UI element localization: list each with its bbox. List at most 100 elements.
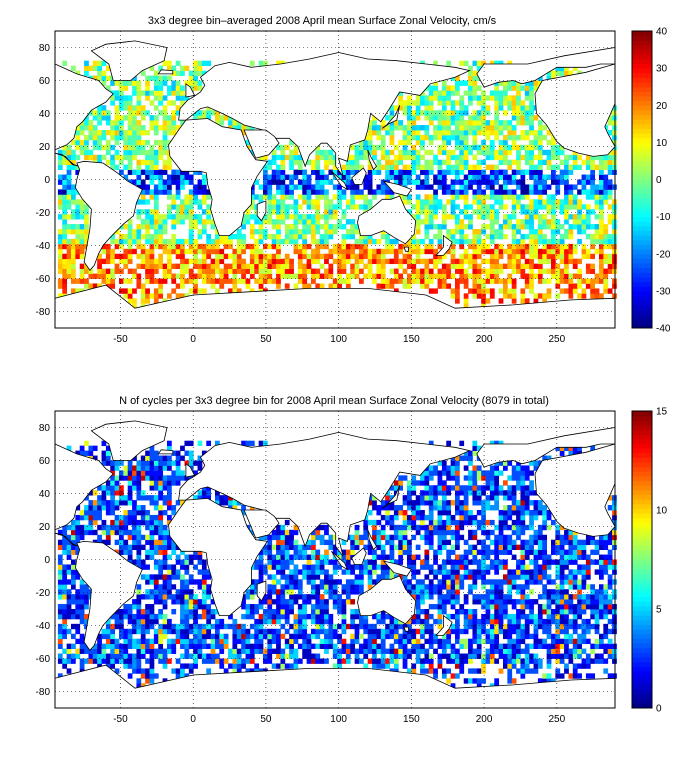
bin-cell: [489, 233, 495, 240]
bin-cell: [428, 224, 434, 230]
bin-cell: [276, 589, 281, 595]
bin-cell: [206, 609, 212, 615]
bin-cell: [520, 594, 526, 600]
bin-cell: [411, 584, 417, 590]
bin-cell: [297, 214, 303, 220]
bin-cell: [119, 238, 124, 245]
bin-cell: [263, 60, 268, 67]
bin-cell: [503, 633, 508, 640]
bin-cell: [428, 569, 434, 575]
bin-cell: [71, 224, 76, 230]
bin-cell: [171, 648, 177, 654]
bin-cell: [511, 613, 517, 620]
bin-cell: [324, 233, 329, 240]
bin-cell: [450, 115, 456, 121]
bin-cell: [337, 599, 342, 605]
bin-cell: [393, 253, 399, 260]
bin-cell: [585, 214, 591, 220]
bin-cell: [158, 214, 164, 220]
bin-cell: [293, 159, 299, 166]
bin-cell: [101, 268, 107, 274]
bin-cell: [415, 604, 421, 610]
bin-cell: [428, 149, 434, 156]
bin-cell: [520, 584, 526, 590]
bin-cell: [503, 194, 508, 200]
bin-cell: [57, 253, 63, 260]
bin-cell: [498, 189, 504, 195]
bin-cell: [236, 229, 242, 235]
bin-cell: [101, 130, 107, 136]
bin-cell: [572, 219, 578, 225]
bin-cell: [551, 174, 556, 180]
bin-cell: [389, 149, 395, 156]
bin-cell: [455, 139, 460, 146]
bin-cell: [245, 219, 251, 225]
bin-cell: [206, 105, 212, 111]
bin-cell: [57, 164, 63, 170]
bin-cell: [503, 579, 508, 585]
bin-cell: [433, 110, 438, 116]
bin-cell: [267, 199, 273, 205]
bin-cell: [119, 105, 124, 111]
bin-cell: [249, 268, 255, 274]
bin-cell: [520, 638, 526, 645]
bin-cell: [249, 648, 255, 654]
bin-cell: [489, 130, 495, 136]
bin-cell: [594, 154, 600, 161]
bin-cell: [153, 80, 159, 86]
bin-cell: [389, 134, 395, 141]
bin-cell: [328, 268, 334, 274]
bin-cell: [380, 233, 386, 240]
bin-cell: [57, 638, 63, 645]
bin-cell: [415, 204, 421, 210]
bin-cell: [551, 594, 556, 600]
bin-cell: [568, 253, 574, 260]
bin-cell: [433, 80, 438, 86]
bin-cell: [411, 144, 417, 151]
bin-cell: [485, 589, 491, 595]
bin-cell: [424, 628, 430, 635]
bin-cell: [511, 293, 517, 299]
bin-cell: [520, 169, 526, 175]
bin-cell: [263, 599, 268, 605]
bin-cell: [363, 663, 369, 669]
bin-cell: [127, 298, 133, 304]
bin-cell: [341, 628, 347, 635]
bin-cell: [236, 658, 242, 664]
bin-cell: [84, 263, 89, 269]
bin-cell: [62, 594, 68, 600]
bin-cell: [503, 658, 508, 664]
bin-cell: [132, 618, 137, 625]
bin-cell: [245, 268, 251, 274]
bin-cell: [516, 90, 521, 96]
bin-cell: [88, 268, 94, 274]
bin-cell: [345, 278, 351, 284]
bin-cell: [180, 268, 185, 274]
bin-cell: [551, 70, 556, 76]
bin-cell: [254, 638, 260, 645]
bin-cell: [337, 663, 342, 669]
bin-cell: [551, 243, 556, 250]
colorbar-swatch: [632, 63, 652, 69]
bin-cell: [472, 653, 478, 659]
bin-cell: [428, 139, 434, 146]
bin-cell: [590, 233, 596, 240]
bin-cell: [97, 258, 102, 265]
bin-cell: [57, 258, 63, 265]
bin-cell: [393, 668, 399, 674]
bin-cell: [455, 663, 460, 669]
bin-cell: [411, 204, 417, 210]
bin-cell: [385, 278, 390, 284]
bin-cell: [424, 278, 430, 284]
bin-cell: [516, 105, 521, 111]
bin-cell: [524, 204, 530, 210]
bin-cell: [241, 273, 246, 279]
bin-cell: [105, 248, 111, 255]
colorbar-swatch: [632, 286, 652, 292]
bin-cell: [145, 164, 150, 170]
bin-cell: [114, 243, 120, 250]
bin-cell: [577, 569, 582, 575]
bin-cell: [145, 238, 150, 245]
bin-cell: [411, 648, 417, 654]
bin-cell: [84, 224, 89, 230]
